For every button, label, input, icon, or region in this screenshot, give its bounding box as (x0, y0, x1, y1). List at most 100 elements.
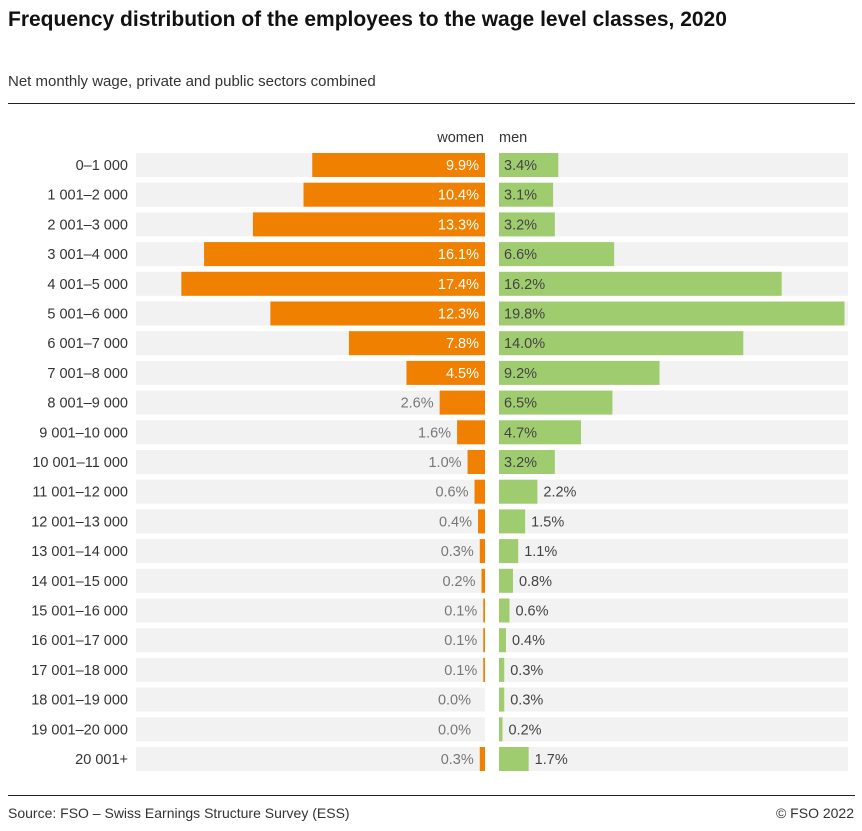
category-label: 14 001–15 000 (31, 574, 128, 590)
men-track (499, 747, 848, 771)
men-track (499, 568, 848, 593)
source-note: Source: FSO – Swiss Earnings Structure S… (8, 805, 350, 821)
women-track (136, 539, 485, 564)
category-label: 2 001–3 000 (47, 217, 128, 233)
women-bar (252, 212, 485, 237)
men-bar (499, 331, 744, 356)
men-bar (499, 390, 613, 415)
category-label: 10 001–11 000 (32, 455, 128, 471)
women-bar (478, 509, 485, 534)
men-track (499, 687, 848, 712)
women-bar (181, 271, 485, 296)
category-label: 5 001–6 000 (47, 307, 128, 323)
women-track (136, 657, 485, 682)
category-label: 6 001–7 000 (47, 336, 128, 352)
women-bar (479, 539, 485, 564)
women-bar (483, 657, 485, 682)
men-value-label: 0.4% (512, 633, 545, 649)
men-bar (499, 153, 559, 177)
men-bar (499, 747, 529, 771)
men-bar (499, 182, 554, 207)
men-value-label: 1.7% (535, 752, 568, 768)
category-label: 7 001–8 000 (47, 366, 128, 382)
men-value-label: 19.8% (504, 307, 545, 323)
women-value-label: 17.4% (438, 277, 479, 293)
men-value-label: 0.2% (508, 722, 541, 738)
men-value-label: 6.5% (504, 396, 537, 412)
chart-title: Frequency distribution of the employees … (8, 8, 727, 31)
category-label: 18 001–19 000 (31, 693, 128, 709)
category-label: 17 001–18 000 (31, 663, 128, 679)
women-value-label: 1.0% (428, 455, 461, 471)
women-track (136, 450, 485, 474)
butterfly-chart: women men 0–1 000 9.9% 3.4% 1 001–2 000 10.4% 3… (31, 130, 848, 771)
women-track (136, 628, 485, 653)
women-bar (483, 598, 485, 623)
women-value-label: 0.3% (441, 752, 474, 768)
women-track (136, 479, 485, 504)
women-bar (204, 242, 485, 267)
men-value-label: 3.2% (504, 217, 537, 233)
men-bar (499, 687, 505, 712)
men-value-label: 6.6% (504, 247, 537, 263)
category-label: 1 001–2 000 (47, 188, 128, 204)
category-label: 9 001–10 000 (39, 425, 128, 441)
men-value-label: 3.1% (504, 188, 537, 204)
men-value-label: 14.0% (504, 336, 545, 352)
men-track (499, 717, 848, 742)
men-track (499, 657, 848, 682)
men-value-label: 4.7% (504, 425, 537, 441)
men-bar (499, 568, 513, 593)
category-label: 19 001–20 000 (31, 722, 128, 738)
men-bar (499, 420, 582, 445)
men-track (499, 509, 848, 534)
men-value-label: 9.2% (504, 366, 537, 382)
women-value-label: 0.0% (438, 722, 471, 738)
chart-subtitle: Net monthly wage, private and public sec… (8, 73, 376, 90)
men-track (499, 182, 848, 207)
women-bar (481, 568, 485, 593)
women-track (136, 598, 485, 623)
men-value-label: 2.2% (543, 485, 576, 501)
men-bar (499, 360, 660, 385)
women-bar (457, 420, 485, 445)
category-label: 8 001–9 000 (47, 396, 128, 412)
women-track (136, 747, 485, 771)
women-bar (479, 747, 485, 771)
women-track (136, 390, 485, 415)
women-track (136, 420, 485, 445)
women-value-label: 10.4% (438, 188, 479, 204)
women-value-label: 0.3% (441, 544, 474, 560)
women-value-label: 2.6% (401, 396, 434, 412)
women-bar (474, 479, 485, 504)
women-track (136, 717, 485, 742)
men-value-label: 0.3% (510, 663, 543, 679)
men-bar (499, 717, 503, 742)
women-track (136, 687, 485, 712)
men-bar (499, 450, 555, 474)
women-bar (439, 390, 485, 415)
women-value-label: 12.3% (438, 307, 479, 323)
women-value-label: 4.5% (446, 366, 479, 382)
women-value-label: 13.3% (438, 217, 479, 233)
men-bar (499, 598, 510, 623)
men-value-label: 0.8% (519, 574, 552, 590)
men-value-label: 0.6% (515, 604, 548, 620)
men-track (499, 539, 848, 564)
men-value-label: 0.3% (510, 693, 543, 709)
women-value-label: 0.4% (439, 514, 472, 530)
legend-men: men (499, 130, 527, 146)
men-value-label: 16.2% (504, 277, 545, 293)
women-track (136, 568, 485, 593)
women-value-label: 0.1% (444, 663, 477, 679)
men-value-label: 3.4% (504, 158, 537, 174)
women-value-label: 7.8% (446, 336, 479, 352)
women-value-label: 0.2% (442, 574, 475, 590)
women-bar (312, 153, 485, 177)
women-value-label: 0.0% (438, 693, 471, 709)
men-bar (499, 628, 506, 653)
men-track (499, 598, 848, 623)
women-track (136, 509, 485, 534)
men-bar (499, 271, 782, 296)
women-bar (406, 360, 485, 385)
